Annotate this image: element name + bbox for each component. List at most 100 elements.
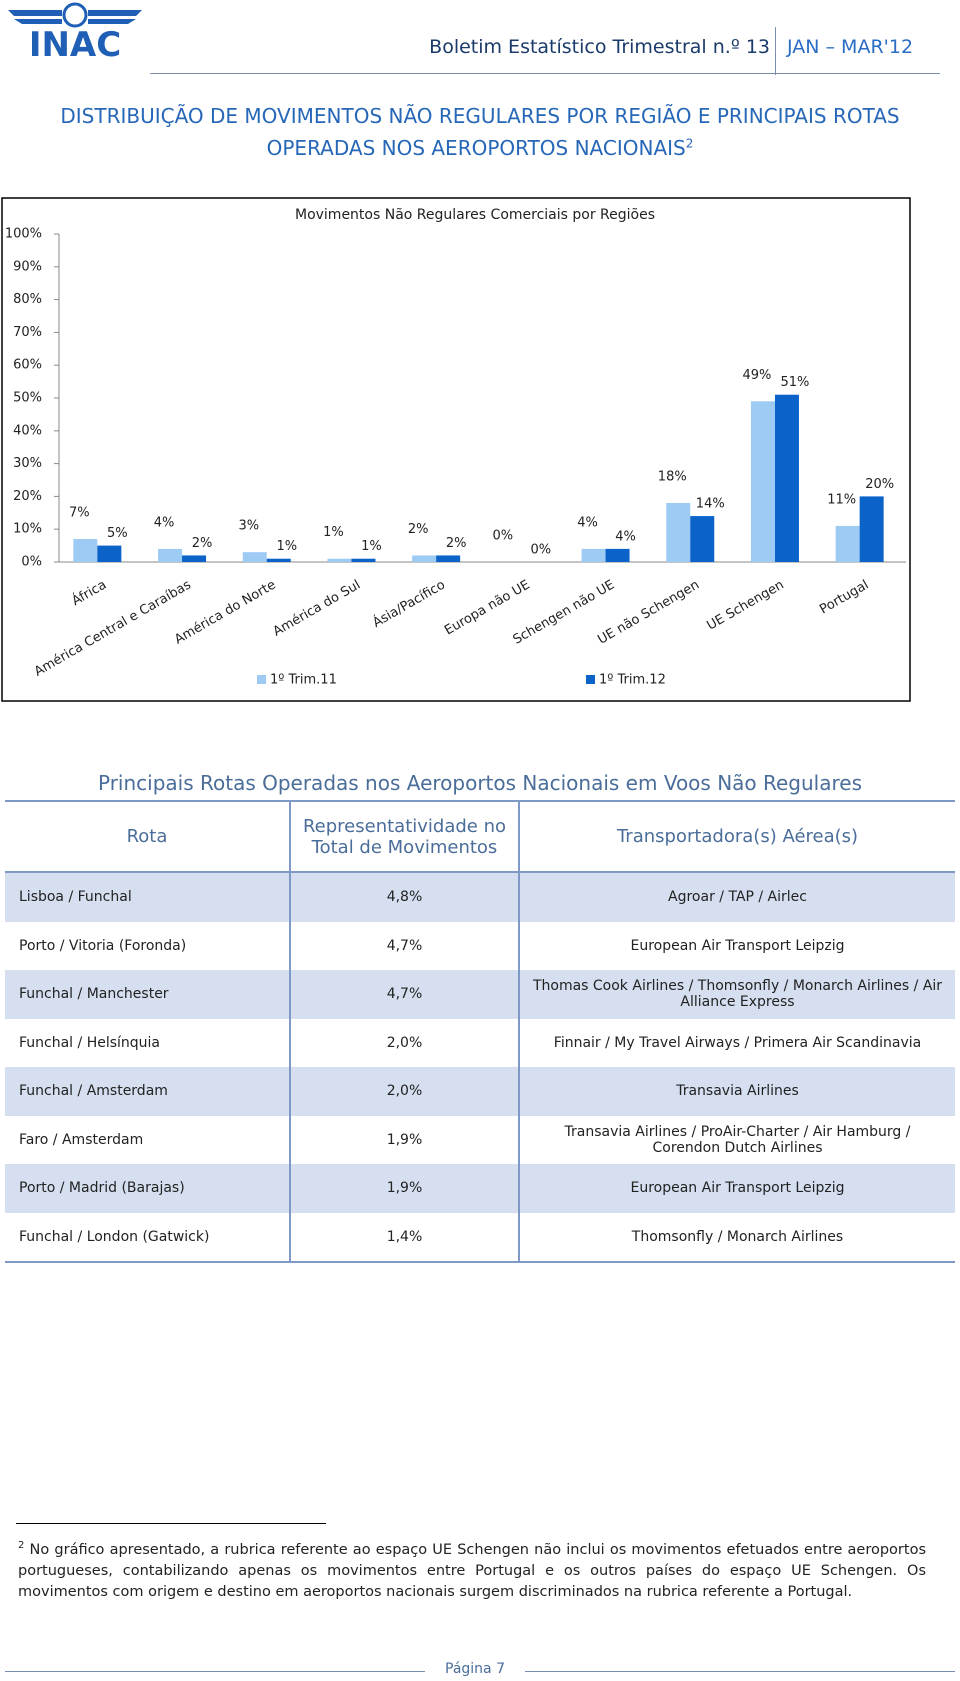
- data-label: 1%: [361, 539, 382, 554]
- data-label: 49%: [742, 368, 771, 383]
- table-cell: Agroar / TAP / Airlec: [668, 889, 807, 906]
- bar: [266, 558, 291, 562]
- table-row: Faro / Amsterdam 1,9% Transavia Airlines /…: [5, 1115, 955, 1164]
- y-tick-label: 100%: [5, 227, 42, 242]
- y-tick-label: 0%: [21, 555, 42, 570]
- footnote: 2 No gráfico apresentado, a rubrica refe…: [18, 1535, 926, 1603]
- table-row: Lisboa / Funchal 4,8% Agroar / TAP / Airle…: [5, 873, 955, 922]
- bar: [73, 539, 98, 562]
- table-cell: 1,9%: [291, 1164, 520, 1213]
- legend-swatch: [257, 675, 266, 684]
- bar: [581, 548, 606, 562]
- chart: Movimentos Não Regulares Comerciais por …: [1, 197, 911, 702]
- bar: [835, 525, 860, 562]
- header-title: Boletim Estatístico Trimestral n.º 13: [429, 36, 770, 58]
- table: Rota Representatividade no Total de Movim…: [5, 800, 955, 1263]
- data-label: 5%: [107, 526, 128, 541]
- data-label: 4%: [577, 515, 598, 530]
- footnote-rule: [16, 1523, 326, 1524]
- separator: [775, 27, 776, 75]
- legend-swatch: [586, 675, 595, 684]
- logo-text: INAC: [29, 25, 121, 65]
- y-tick-label: 10%: [13, 522, 42, 537]
- data-label: 1%: [276, 539, 297, 554]
- bar: [859, 496, 884, 562]
- bar: [412, 555, 437, 562]
- table-cell: Thomsonfly / Monarch Airlines: [631, 1228, 844, 1245]
- data-label: 20%: [865, 477, 894, 492]
- y-tick-label: 80%: [13, 292, 42, 307]
- table-cell: Funchal / London (Gatwick): [5, 1212, 291, 1261]
- data-label: 1%: [323, 525, 344, 540]
- data-label: 51%: [780, 375, 809, 390]
- data-label: 11%: [827, 492, 856, 507]
- table-row: Funchal / Manchester 4,7% Thomas Cook Airl…: [5, 970, 955, 1019]
- table-cell: European Air Transport Leipzig: [630, 937, 845, 954]
- note-mark: 2: [18, 1540, 25, 1551]
- y-tick-label: 60%: [13, 358, 42, 373]
- logo: INAC: [8, 2, 142, 65]
- table-row: Funchal / Helsínquia 2,0% Finnair / My Tra…: [5, 1018, 955, 1067]
- heading: OPERADAS NOS AEROPORTOS NACIONAIS2: [0, 136, 960, 160]
- bar: [750, 401, 775, 562]
- bar: [182, 555, 207, 562]
- data-label: 2%: [408, 522, 429, 537]
- table-cell: Faro / Amsterdam: [5, 1115, 291, 1164]
- table-cell: 4,7%: [291, 921, 520, 970]
- table-cell: Thomas Cook Airlines / Thomsonfly / Mona…: [532, 978, 943, 1011]
- y-tick-label: 20%: [13, 489, 42, 504]
- bar: [605, 548, 630, 562]
- bar: [158, 548, 183, 562]
- bar: [690, 516, 715, 562]
- table-cell: Transavia Airlines: [676, 1083, 799, 1100]
- table-cell: Porto / Madrid (Barajas): [5, 1164, 291, 1213]
- table-cell: 1,9%: [291, 1115, 520, 1164]
- bar: [351, 558, 376, 562]
- table-cell: Funchal / Manchester: [5, 970, 291, 1019]
- bar: [666, 502, 691, 562]
- table-cell: 4,8%: [291, 873, 520, 922]
- table-row: Porto / Vitoria (Foronda) 4,7% European Ai…: [5, 921, 955, 970]
- bar: [774, 394, 799, 562]
- y-tick-label: 90%: [13, 259, 42, 274]
- table-title: Principais Rotas Operadas nos Aeroportos…: [97, 771, 862, 795]
- table-cell: Lisboa / Funchal: [5, 873, 291, 922]
- table-cell: European Air Transport Leipzig: [630, 1180, 845, 1197]
- data-label: 18%: [658, 469, 687, 484]
- table-cell: 2,0%: [291, 1018, 520, 1067]
- note-mark: 2: [685, 136, 694, 151]
- y-tick-label: 50%: [13, 391, 42, 406]
- header-cell: Representatividade no Total de Movimento…: [291, 802, 520, 871]
- footnote-text: No gráfico apresentado, a rubrica refere…: [18, 1541, 927, 1600]
- heading: DISTRIBUIÇÃO DE MOVIMENTOS NÃO REGULARES…: [60, 104, 900, 128]
- table-cell: Funchal / Helsínquia: [5, 1018, 291, 1067]
- table-row: Porto / Madrid (Barajas) 1,9% European Air…: [5, 1164, 955, 1213]
- data-label: 2%: [446, 536, 467, 551]
- table-cell: Porto / Vitoria (Foronda): [5, 921, 291, 970]
- data-label: 4%: [154, 515, 175, 530]
- chart-title: Movimentos Não Regulares Comerciais por …: [295, 207, 655, 223]
- header-rule: [150, 73, 940, 74]
- data-label: 3%: [238, 519, 259, 534]
- data-label: 2%: [192, 536, 213, 551]
- table-cell: 1,4%: [291, 1212, 520, 1261]
- table-cell: 2,0%: [291, 1067, 520, 1116]
- bar: [436, 555, 461, 562]
- bar: [327, 558, 352, 562]
- data-label: 0%: [493, 529, 514, 544]
- bar: [97, 545, 122, 562]
- data-label: 7%: [69, 506, 90, 521]
- header-cell: Transportadora(s) Aérea(s): [616, 826, 859, 847]
- data-label: 14%: [696, 497, 725, 512]
- table-header: Rota Representatividade no Total de Movim…: [5, 802, 955, 873]
- header-cell: Rota: [5, 802, 291, 871]
- legend-label: 1º Trim.12: [599, 673, 666, 688]
- legend-label: 1º Trim.11: [270, 673, 337, 688]
- footer-rule: [5, 1671, 425, 1672]
- table-cell: Finnair / My Travel Airways / Primera Ai…: [553, 1034, 922, 1051]
- heading: OPERADAS NOS AEROPORTOS NACIONAIS: [266, 136, 686, 160]
- table-cell: Transavia Airlines / ProAir-Charter / Ai…: [564, 1123, 911, 1156]
- data-label: 0%: [531, 543, 552, 558]
- y-tick-label: 40%: [13, 423, 42, 438]
